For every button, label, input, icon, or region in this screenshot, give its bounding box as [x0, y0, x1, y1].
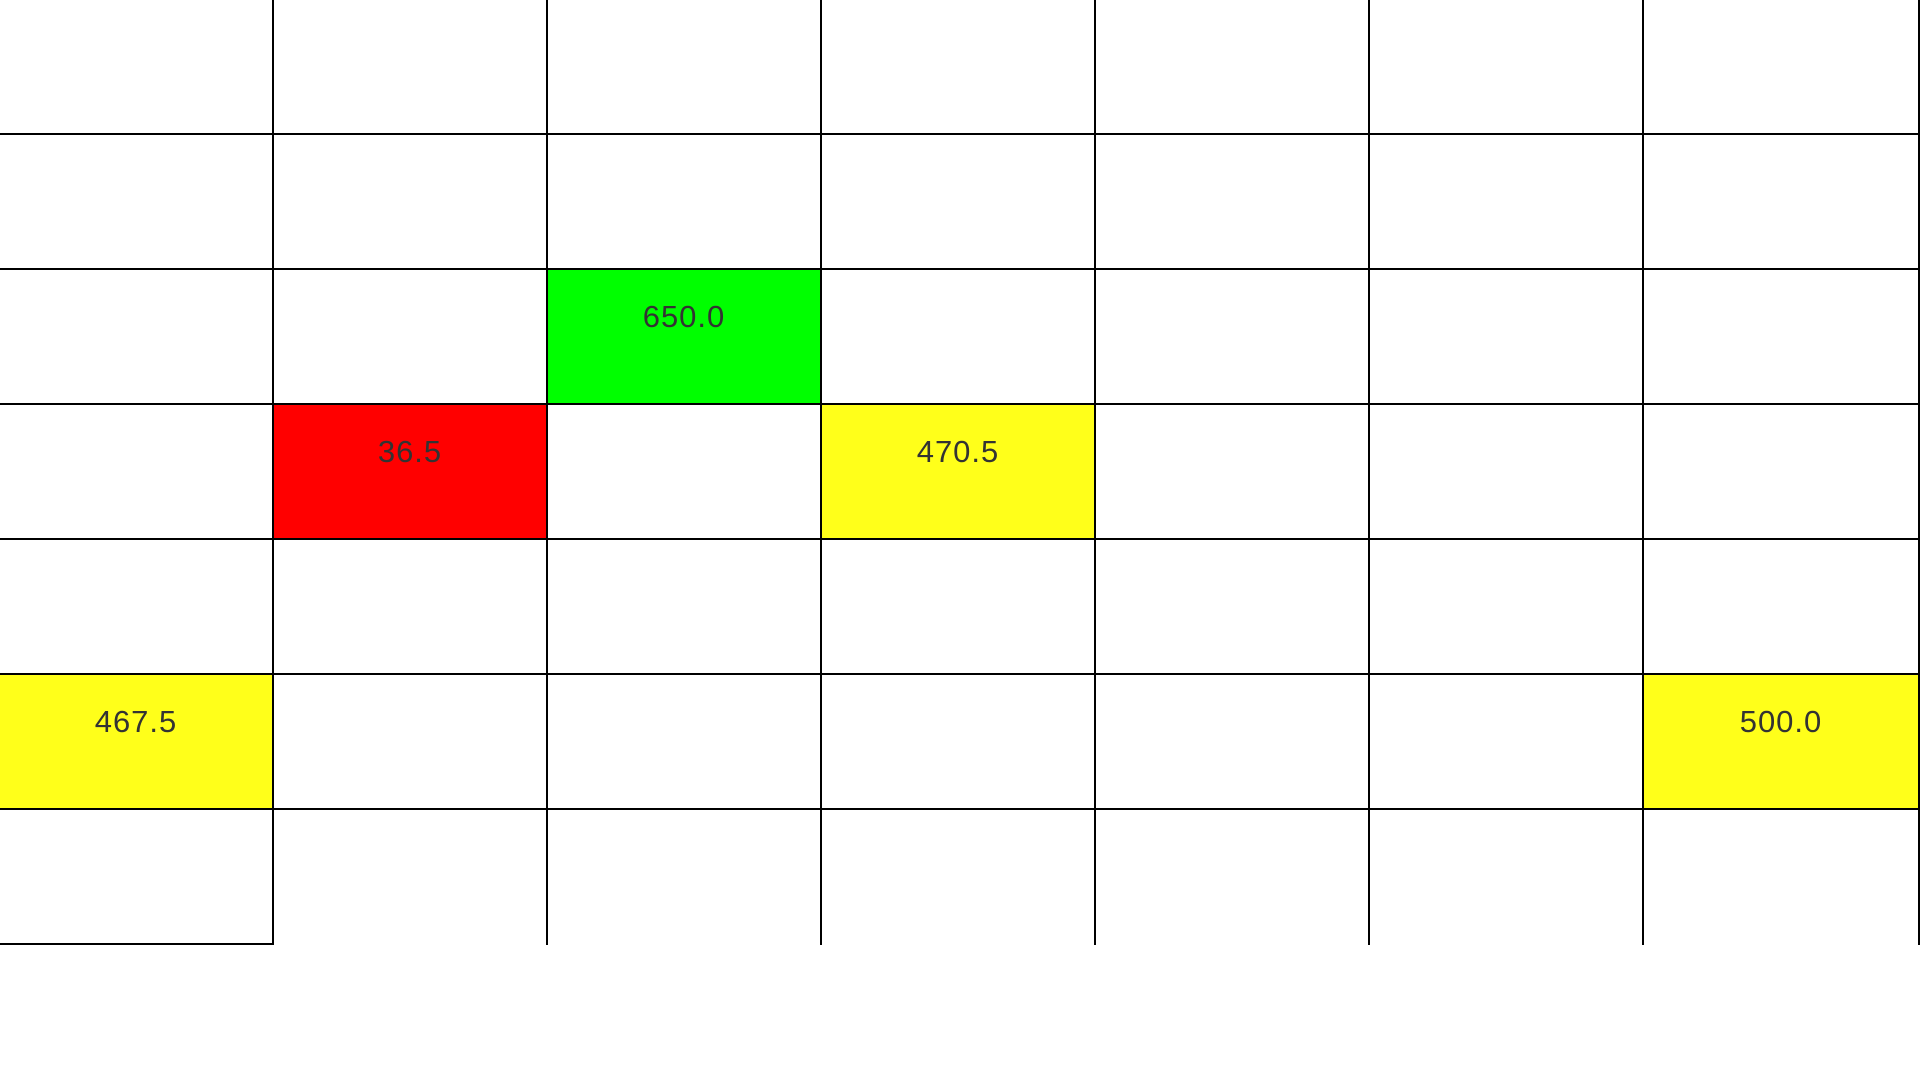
grid-cell[interactable] [822, 135, 1096, 270]
grid-cell[interactable] [548, 135, 822, 270]
grid-cell[interactable] [1644, 270, 1920, 405]
grid-cell[interactable] [1370, 270, 1644, 405]
grid-cell[interactable] [822, 675, 1096, 810]
grid-cell[interactable] [0, 540, 274, 675]
grid-cell[interactable] [274, 270, 548, 405]
grid-cell[interactable] [274, 0, 548, 135]
grid-cell[interactable] [1644, 810, 1920, 945]
grid-cell[interactable] [1096, 0, 1370, 135]
grid-cell[interactable] [548, 675, 822, 810]
grid-cell[interactable] [1644, 540, 1920, 675]
grid-cell[interactable] [1096, 405, 1370, 540]
grid-cell[interactable] [1370, 810, 1644, 945]
grid-cell[interactable] [1370, 675, 1644, 810]
grid-cell[interactable] [1644, 135, 1920, 270]
grid-cell[interactable] [1096, 540, 1370, 675]
grid-cell[interactable] [0, 405, 274, 540]
grid-cell-green[interactable]: 650.0 [548, 270, 822, 405]
grid-cell[interactable] [822, 270, 1096, 405]
grid-cell[interactable] [1370, 135, 1644, 270]
grid-cell[interactable] [1096, 810, 1370, 945]
grid-cell[interactable] [0, 0, 274, 135]
grid-cell[interactable] [548, 405, 822, 540]
grid-cell[interactable] [1096, 135, 1370, 270]
grid-cell[interactable] [274, 810, 548, 945]
grid-cell[interactable] [1370, 405, 1644, 540]
grid-cell[interactable] [1096, 270, 1370, 405]
grid-cell[interactable] [1096, 675, 1370, 810]
grid-cell[interactable] [274, 135, 548, 270]
grid-cell[interactable] [548, 810, 822, 945]
grid-cell[interactable] [274, 675, 548, 810]
grid-cell-red[interactable]: 36.5 [274, 405, 548, 540]
grid-cell[interactable] [1644, 0, 1920, 135]
grid-cell[interactable] [548, 0, 822, 135]
grid-cell[interactable] [1644, 405, 1920, 540]
grid-cell[interactable] [822, 540, 1096, 675]
grid-cell[interactable] [0, 810, 274, 945]
grid-cell[interactable] [1370, 0, 1644, 135]
grid-cell[interactable] [0, 135, 274, 270]
grid-cell[interactable] [822, 0, 1096, 135]
grid-cell-yellow[interactable]: 470.5 [822, 405, 1096, 540]
grid-cell[interactable] [1370, 540, 1644, 675]
grid-cell-yellow[interactable]: 500.0 [1644, 675, 1920, 810]
grid-cell[interactable] [0, 270, 274, 405]
grid-cell[interactable] [548, 540, 822, 675]
grid-cell[interactable] [822, 810, 1096, 945]
grid-cell-yellow[interactable]: 467.5 [0, 675, 274, 810]
grid-cell[interactable] [274, 540, 548, 675]
